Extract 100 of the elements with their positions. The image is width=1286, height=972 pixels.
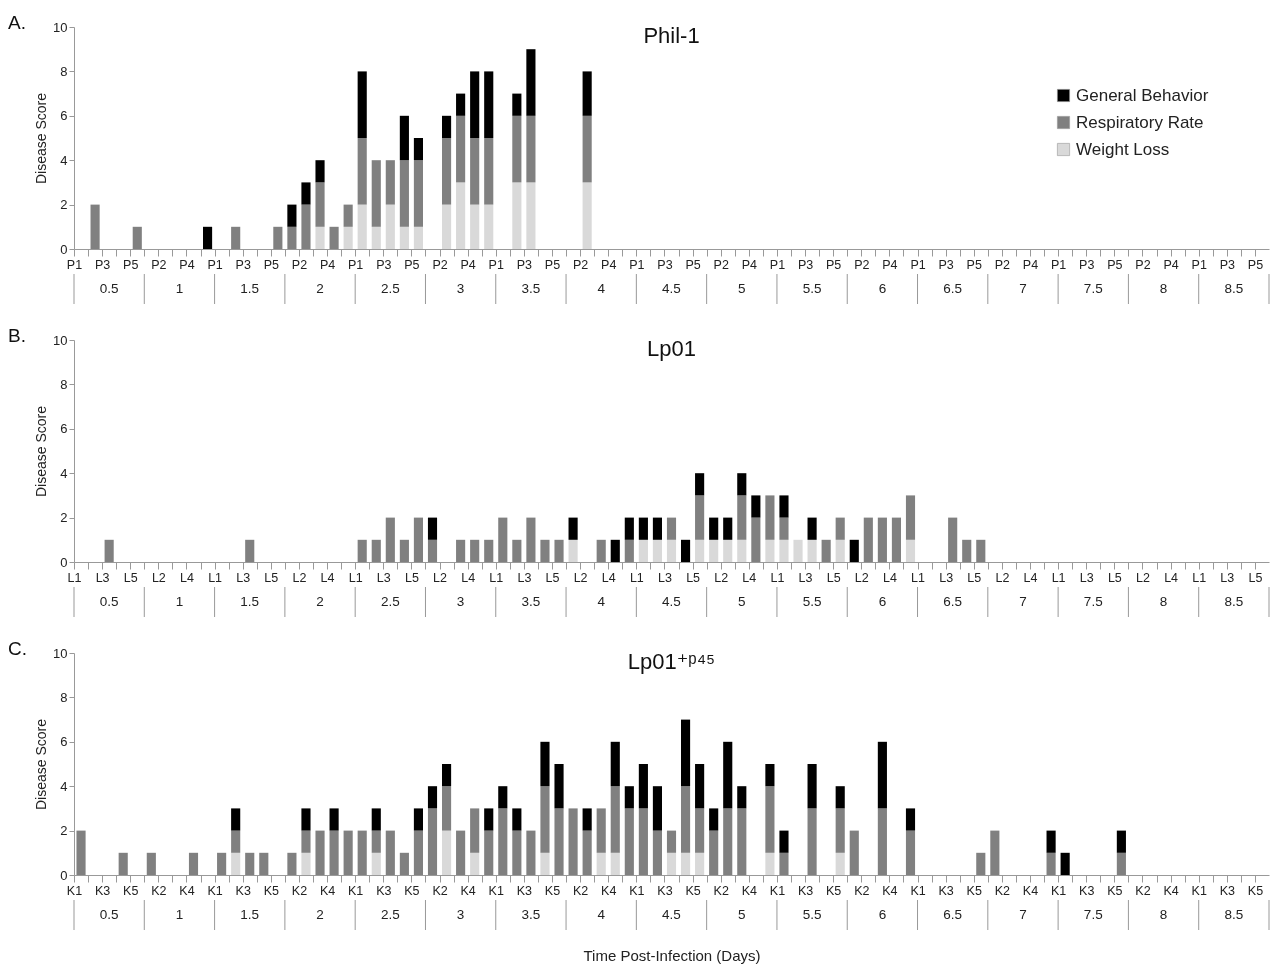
x-tick-label: P3 (1079, 257, 1095, 272)
y-tick-label: 10 (53, 19, 68, 35)
bar (554, 808, 564, 875)
x-tick-label: L2 (1136, 570, 1150, 585)
x-tick-label: K5 (826, 883, 842, 898)
text: 8 (1159, 907, 1168, 922)
text: 1.5 (240, 594, 260, 609)
text: 2.5 (380, 594, 400, 609)
chart-subtitle: B. (8, 325, 26, 346)
chart-title: Phil-1 (643, 23, 700, 48)
text: 8 (1159, 281, 1168, 296)
x-tick-label: L2 (995, 570, 1010, 585)
x-tick-label: K4 (882, 883, 898, 898)
y-tick-label: 0 (60, 867, 68, 883)
text: 2 (316, 907, 324, 922)
bar (441, 786, 452, 831)
text: 6 (878, 594, 887, 609)
x-tick-label: P4 (601, 257, 617, 272)
text: 7.5 (1083, 281, 1103, 296)
x-tick-label: P3 (516, 257, 533, 272)
bar (779, 830, 789, 853)
text: 1 (175, 594, 184, 609)
x-tick-label: L4 (180, 570, 194, 585)
x-tick-label: P1 (1191, 257, 1207, 272)
bar (484, 830, 494, 875)
chart-subtitle: A. (8, 12, 26, 33)
x-tick-label: L1 (1051, 570, 1066, 585)
bar (456, 93, 466, 116)
bar (765, 539, 775, 562)
x-tick-label: L3 (376, 570, 391, 585)
bar (751, 517, 761, 562)
bar (652, 786, 663, 831)
bar (441, 204, 452, 249)
bar (470, 808, 480, 853)
bar (245, 852, 255, 875)
bar (779, 517, 789, 540)
bar (413, 830, 424, 875)
bar (568, 808, 578, 875)
x-tick-label: P5 (404, 257, 420, 272)
bar (512, 539, 522, 562)
x-tick-label: P4 (319, 257, 336, 272)
x-tick-label: K4 (1163, 883, 1179, 898)
x-tick-label: L2 (573, 570, 588, 585)
x-tick-label: P1 (910, 257, 926, 272)
x-tick-label: K4 (319, 883, 336, 898)
x-tick-label: K3 (94, 883, 111, 898)
bar (484, 204, 494, 249)
x-tick-label: K1 (348, 883, 364, 898)
x-tick-label: K2 (572, 883, 589, 898)
bar (723, 808, 733, 875)
bar (638, 517, 648, 540)
text: 4.5 (662, 594, 681, 609)
bar (610, 741, 620, 787)
y-tick-label: 6 (60, 421, 68, 437)
x-tick-label: K4 (179, 883, 195, 898)
bar (146, 852, 156, 875)
bar (441, 115, 452, 138)
bar (90, 204, 100, 249)
bar (231, 808, 241, 831)
bar (399, 115, 409, 161)
chart-title: Lp01 (647, 336, 696, 361)
bar (680, 786, 691, 853)
x-tick-label: P2 (432, 257, 448, 272)
bar (357, 830, 367, 875)
bar (680, 719, 691, 787)
bar (568, 517, 578, 540)
bar (624, 517, 634, 540)
bar (582, 71, 592, 116)
x-tick-label: L2 (151, 570, 166, 585)
bar (371, 830, 381, 853)
y-tick-label: 6 (60, 108, 68, 124)
text: 0.5 (99, 281, 119, 296)
x-tick-label: K5 (966, 883, 982, 898)
bar (709, 808, 719, 831)
x-tick-label: P3 (657, 257, 673, 272)
bar (835, 539, 845, 562)
x-tick-label: P4 (882, 257, 898, 272)
bar (512, 830, 522, 875)
bar (596, 852, 606, 875)
y-tick-label: 2 (60, 510, 68, 526)
text: 6 (878, 281, 887, 296)
bar (329, 830, 339, 875)
bar (962, 539, 972, 562)
bar (905, 495, 916, 540)
bar (554, 764, 564, 809)
bar (835, 517, 845, 540)
bar (470, 852, 480, 875)
bar (610, 786, 620, 853)
text: 6.5 (943, 907, 963, 922)
x-tick-label: K4 (601, 883, 617, 898)
bar (582, 808, 592, 831)
x-tick-label: L1 (67, 570, 82, 585)
x-tick-label: K5 (404, 883, 420, 898)
bar (484, 138, 494, 205)
bar (666, 517, 677, 540)
bar (526, 830, 536, 875)
text: 5.5 (802, 594, 822, 609)
bar (357, 71, 367, 138)
x-tick-label: L4 (1164, 570, 1179, 585)
bar (371, 808, 381, 831)
